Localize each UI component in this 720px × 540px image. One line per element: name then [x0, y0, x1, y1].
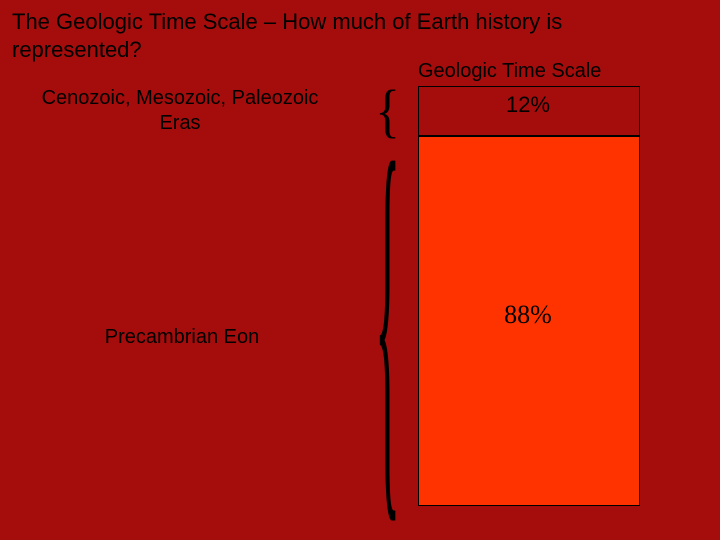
percent-label-top: 12% [418, 92, 638, 118]
slide: The Geologic Time Scale – How much of Ea… [0, 0, 720, 540]
segment-label-top: Cenozoic, Mesozoic, Paleozoic Eras [20, 86, 340, 136]
chart-title: Geologic Time Scale [418, 60, 678, 83]
percent-label-bottom: 88% [418, 300, 638, 330]
bar-outline [418, 86, 640, 506]
brace-icon: { [375, 104, 400, 539]
segment-label-bottom: Precambrian Eon [52, 326, 312, 349]
slide-title: The Geologic Time Scale – How much of Ea… [12, 8, 612, 63]
